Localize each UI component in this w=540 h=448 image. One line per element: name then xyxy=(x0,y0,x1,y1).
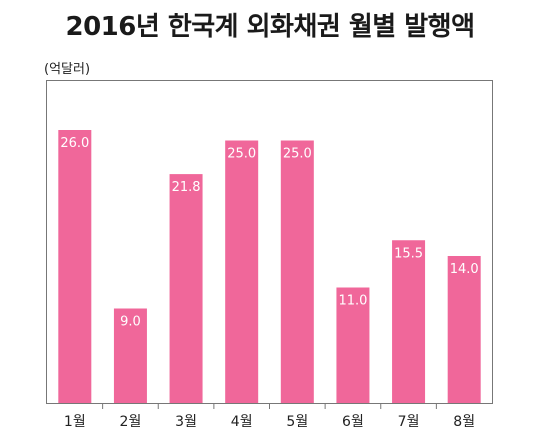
value-label-2: 9.0 xyxy=(120,315,141,330)
category-label-6: 6월 xyxy=(342,414,364,430)
value-label-3: 21.8 xyxy=(172,180,201,195)
category-label-7: 7월 xyxy=(398,414,420,430)
bar-6 xyxy=(336,287,370,403)
bar-4 xyxy=(225,140,259,403)
value-label-8: 14.0 xyxy=(450,262,479,277)
category-label-3: 3월 xyxy=(175,414,197,430)
value-labels-group: 26.0 9.0 21.8 25.0 25.0 11.0 15.5 14.0 xyxy=(60,136,478,330)
x-ticks-group xyxy=(47,403,492,409)
value-label-6: 11.0 xyxy=(338,294,367,309)
value-label-7: 15.5 xyxy=(394,246,423,261)
category-labels-group: 1월 2월 3월 4월 5월 6월 7월 8월 xyxy=(64,414,475,430)
unit-label: (억달러) xyxy=(44,62,91,77)
category-label-8: 8월 xyxy=(453,414,475,430)
bar-8 xyxy=(447,256,481,403)
bar-3 xyxy=(169,174,203,403)
bar-2 xyxy=(113,308,147,403)
category-label-5: 5월 xyxy=(286,414,308,430)
value-label-1: 26.0 xyxy=(60,136,89,151)
bar-7 xyxy=(392,240,426,403)
value-label-4: 25.0 xyxy=(227,147,256,162)
chart-title: 2016년 한국계 외화채권 월별 발행액 xyxy=(65,12,475,42)
category-label-4: 4월 xyxy=(231,414,253,430)
bars-group xyxy=(58,130,481,403)
bar-5 xyxy=(280,140,314,403)
plot-frame xyxy=(46,80,493,404)
category-label-1: 1월 xyxy=(64,414,86,430)
value-label-5: 25.0 xyxy=(283,147,312,162)
category-label-2: 2월 xyxy=(120,414,142,430)
bar-1 xyxy=(58,130,92,403)
